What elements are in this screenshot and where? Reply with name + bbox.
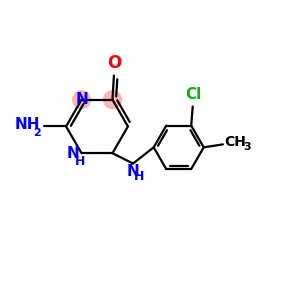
Circle shape [73,91,90,109]
Text: N: N [66,146,79,161]
Text: H: H [134,170,145,183]
Text: N: N [127,164,140,179]
Text: CH: CH [224,135,246,149]
Circle shape [103,91,121,109]
Text: NH: NH [15,118,40,133]
Text: N: N [75,92,88,107]
Text: 3: 3 [244,142,251,152]
Text: O: O [107,54,121,72]
Text: 2: 2 [33,128,41,138]
Text: H: H [75,155,85,168]
Text: Cl: Cl [185,87,201,102]
